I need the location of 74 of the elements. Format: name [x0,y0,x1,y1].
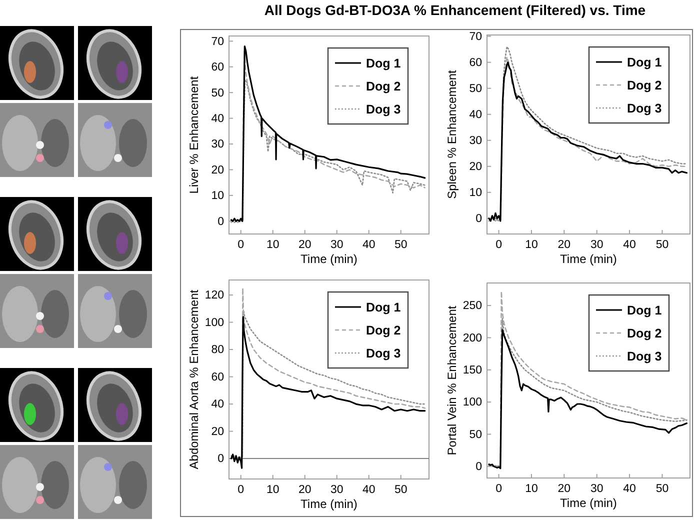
legend-label: Dog 3 [627,350,662,364]
x-tick-label: 50 [656,483,669,496]
y-tick-label: 50 [211,87,224,100]
y-tick-label: 40 [211,398,224,411]
x-tick-label: 20 [298,239,312,252]
legend-label: Dog 3 [627,102,662,116]
y-tick-label: 200 [462,332,482,344]
y-tick-label: 20 [211,164,224,176]
x-axis-title: Time (min) [300,497,358,511]
legend-label: Dog 1 [366,56,401,70]
x-tick-label: 40 [362,484,376,496]
legend-label: Dog 2 [366,324,401,338]
y-tick-label: 70 [469,30,482,43]
x-tick-label: 0 [496,239,502,252]
x-tick-label: 20 [558,239,571,252]
x-tick-label: 50 [394,239,408,252]
x-axis-title: Time (min) [300,252,358,266]
x-tick-label: 30 [590,483,604,496]
y-tick-label: 30 [469,135,482,148]
x-axis-title: Time (min) [560,496,617,510]
y-axis-title: Liver % Enhancement [187,76,201,194]
x-tick-label: 10 [266,239,280,252]
legend-label: Dog 2 [627,326,662,340]
y-tick-label: 50 [469,83,482,96]
y-tick-label: 30 [211,138,224,151]
y-tick-label: 60 [211,62,224,74]
y-tick-label: 0 [218,216,224,228]
y-tick-label: 60 [211,371,224,384]
x-axis-title: Time (min) [560,252,617,266]
x-tick-label: 10 [525,483,538,496]
y-tick-label: 150 [462,364,482,377]
x-tick-label: 50 [394,484,408,496]
chart-title: All Dogs Gd-BT-DO3A % Enhancement (Filtered) vs. Time [264,2,646,18]
y-axis-title: Portal Vein % Enhancement [445,305,459,456]
legend-label: Dog 3 [366,346,401,360]
x-tick-label: 30 [330,484,344,496]
x-tick-label: 30 [590,239,604,252]
y-tick-label: 10 [469,187,482,200]
y-tick-label: 50 [469,428,482,441]
y-axis-title: Spleen % Enhancement [445,69,459,199]
y-tick-label: 80 [211,344,224,356]
legend-label: Dog 2 [366,80,401,94]
legend-label: Dog 1 [627,304,662,318]
legend-label: Dog 1 [366,300,401,314]
x-tick-label: 20 [558,483,571,496]
legend-label: Dog 2 [627,78,662,92]
x-tick-label: 0 [238,239,244,252]
x-tick-label: 10 [266,484,280,496]
y-tick-label: 0 [476,461,482,474]
y-tick-label: 100 [204,316,224,329]
y-tick-label: 40 [211,112,224,125]
x-tick-label: 40 [362,239,376,252]
y-tick-label: 60 [469,56,482,69]
y-tick-label: 10 [211,190,224,202]
y-tick-label: 0 [218,453,224,466]
y-tick-label: 0 [476,213,482,226]
x-tick-label: 40 [623,239,636,252]
y-axis-title: Abdominal Aorta % Enhancement [187,289,201,470]
x-tick-label: 0 [496,483,502,496]
legend-label: Dog 3 [366,102,401,116]
x-tick-label: 20 [298,484,312,496]
y-tick-label: 70 [211,36,224,48]
x-tick-label: 50 [656,239,669,252]
x-tick-label: 30 [330,239,344,252]
x-tick-label: 0 [238,484,244,496]
x-tick-label: 40 [623,483,636,496]
y-tick-label: 20 [211,426,224,438]
y-tick-label: 100 [462,396,482,409]
y-tick-label: 250 [462,300,482,312]
x-tick-label: 10 [525,239,538,252]
y-tick-label: 120 [204,290,224,302]
y-tick-label: 20 [469,161,482,174]
y-tick-label: 40 [469,109,482,122]
legend-label: Dog 1 [627,56,662,70]
